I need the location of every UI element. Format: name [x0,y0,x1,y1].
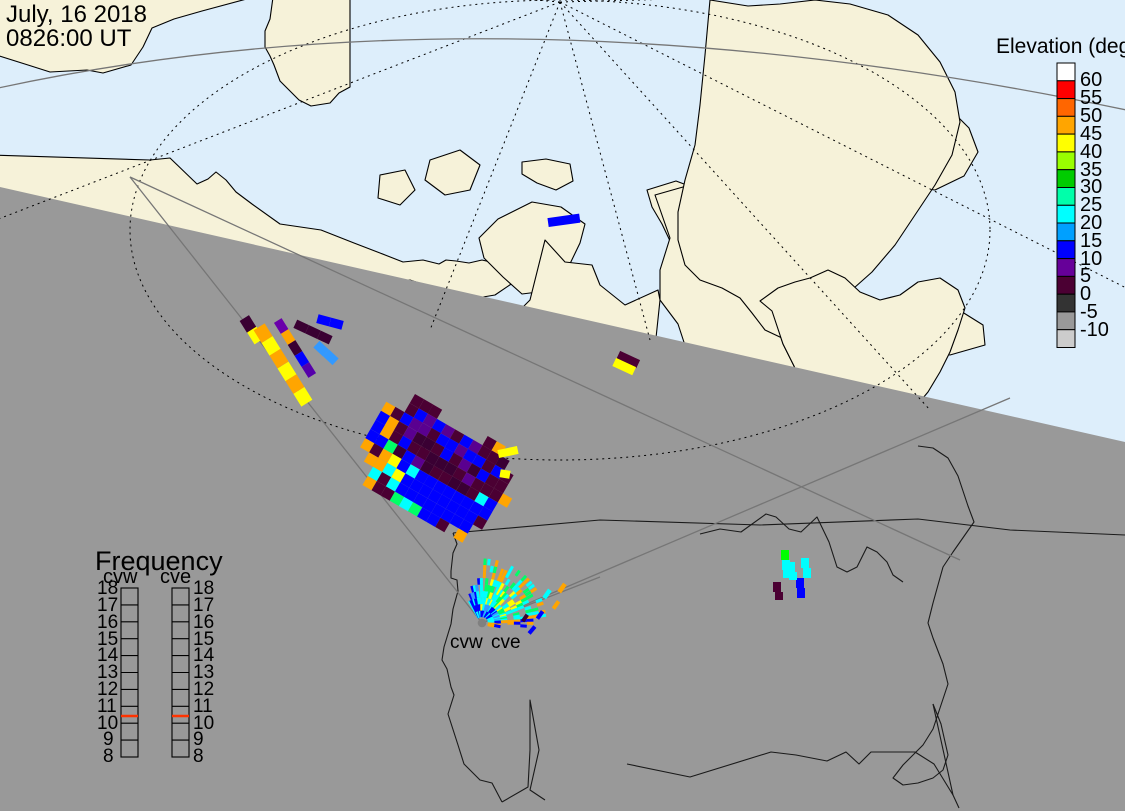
svg-text:8: 8 [193,746,204,767]
svg-text:cve: cve [160,566,191,588]
svg-text:July, 16 2018: July, 16 2018 [6,1,147,28]
svg-text:8: 8 [103,746,114,767]
svg-text:cvw: cvw [450,632,483,653]
svg-text:0826:00 UT: 0826:00 UT [6,25,132,52]
svg-text:cve: cve [491,632,521,653]
svg-text:-10: -10 [1080,319,1109,341]
svg-text:Elevation (deg): Elevation (deg) [996,35,1125,58]
